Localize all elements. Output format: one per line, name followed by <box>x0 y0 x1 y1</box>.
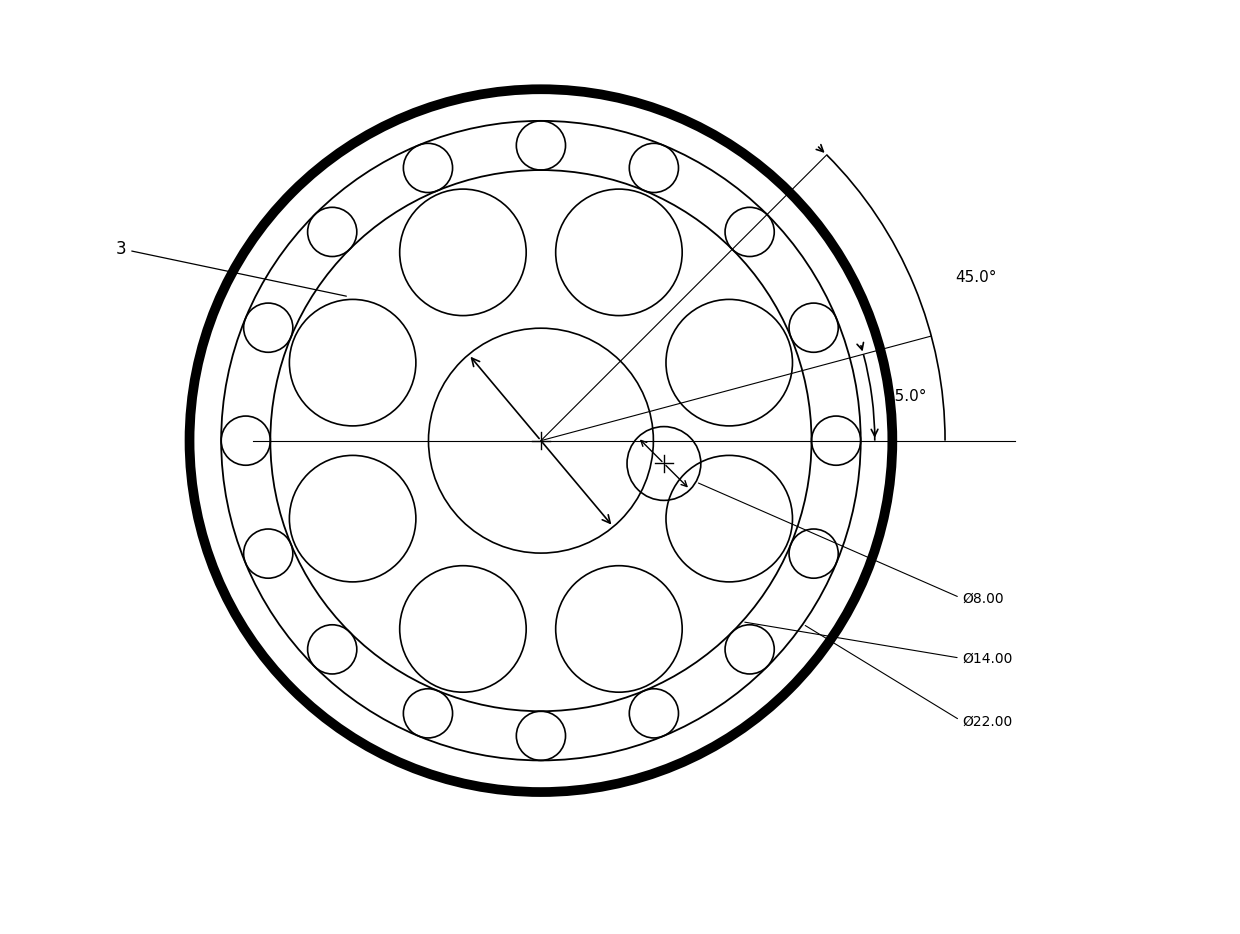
Text: 3: 3 <box>115 240 346 296</box>
Text: Ø8.00: Ø8.00 <box>698 483 1004 606</box>
Text: Ø22.00: Ø22.00 <box>805 626 1013 729</box>
Text: Ø14.00: Ø14.00 <box>745 622 1013 666</box>
Text: 45.0°: 45.0° <box>956 270 997 285</box>
Text: 15.0°: 15.0° <box>885 389 926 404</box>
